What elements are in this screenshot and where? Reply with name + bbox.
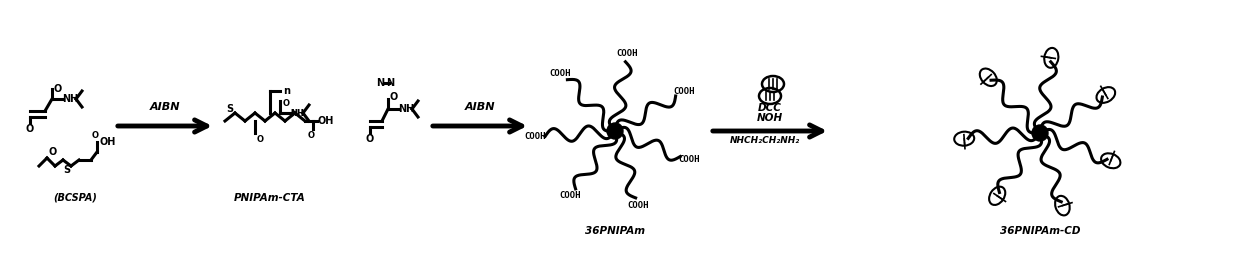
Circle shape bbox=[608, 123, 622, 139]
Text: OH: OH bbox=[99, 137, 115, 147]
Text: COOH: COOH bbox=[678, 155, 701, 164]
Text: O: O bbox=[391, 92, 398, 102]
Text: O: O bbox=[48, 147, 57, 157]
Text: OH: OH bbox=[317, 116, 334, 126]
Text: O: O bbox=[283, 98, 290, 107]
Text: 36PNIPAm-CD: 36PNIPAm-CD bbox=[999, 226, 1080, 236]
Text: n: n bbox=[283, 86, 290, 96]
Circle shape bbox=[1032, 125, 1048, 141]
Text: NH: NH bbox=[62, 94, 78, 104]
Text: O: O bbox=[55, 84, 62, 94]
Text: COOH: COOH bbox=[549, 69, 572, 78]
Text: N: N bbox=[386, 78, 394, 88]
Text: O: O bbox=[366, 134, 374, 144]
Text: 36PNIPAm: 36PNIPAm bbox=[585, 226, 645, 236]
Text: NH: NH bbox=[290, 109, 304, 118]
Text: N: N bbox=[376, 78, 384, 88]
Text: (BCSPA): (BCSPA) bbox=[53, 193, 97, 203]
Text: COOH: COOH bbox=[673, 88, 696, 97]
Text: NHCH₂CH₂NH₂: NHCH₂CH₂NH₂ bbox=[730, 136, 800, 145]
Text: COOH: COOH bbox=[525, 132, 546, 141]
Text: O: O bbox=[92, 131, 98, 140]
Text: S: S bbox=[227, 104, 233, 114]
Text: NH: NH bbox=[290, 109, 304, 118]
Text: PNIPAm-CTA: PNIPAm-CTA bbox=[234, 193, 306, 203]
Text: AIBN: AIBN bbox=[465, 102, 495, 112]
Text: COOH: COOH bbox=[627, 201, 650, 210]
Text: DCC: DCC bbox=[758, 103, 782, 113]
Text: COOH: COOH bbox=[616, 49, 637, 58]
Text: O: O bbox=[26, 124, 35, 134]
Text: AIBN: AIBN bbox=[150, 102, 180, 112]
Text: O: O bbox=[308, 131, 315, 140]
Text: COOH: COOH bbox=[559, 191, 580, 200]
Text: NOH: NOH bbox=[756, 113, 784, 123]
Text: NH: NH bbox=[398, 104, 414, 114]
Text: O: O bbox=[257, 135, 264, 144]
Text: S: S bbox=[63, 165, 71, 175]
